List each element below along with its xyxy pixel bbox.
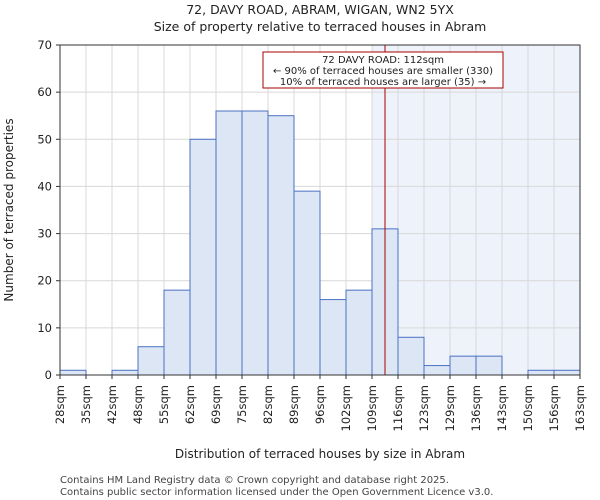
bar: [189, 138, 217, 376]
y-tick-label: 50: [37, 132, 52, 146]
x-tick-label: 89sqm: [287, 385, 301, 424]
y-tick-label: 20: [37, 274, 52, 288]
y-tick-label: 0: [45, 368, 52, 382]
annotation-line-1: 72 DAVY ROAD: 112sqm: [322, 55, 444, 66]
footer-line-2: Contains public sector information licen…: [60, 487, 493, 498]
x-tick-label: 150sqm: [521, 385, 535, 431]
y-tick-label: 70: [37, 38, 52, 52]
marker-annotation: 72 DAVY ROAD: 112sqm ← 90% of terraced h…: [262, 51, 504, 89]
footer-line-1: Contains HM Land Registry data © Crown c…: [60, 475, 449, 486]
x-tick-label: 48sqm: [131, 385, 145, 424]
chart-title: 72, DAVY ROAD, ABRAM, WIGAN, WN2 5YX: [186, 2, 454, 17]
y-tick-label: 30: [37, 227, 52, 241]
y-axis-label: Number of terraced properties: [2, 118, 16, 301]
bar: [215, 110, 243, 376]
x-tick-label: 156sqm: [547, 385, 561, 431]
y-tick-label: 40: [37, 179, 52, 193]
bar: [449, 355, 477, 376]
x-tick-label: 42sqm: [105, 385, 119, 424]
bar: [423, 365, 451, 376]
x-tick-label: 129sqm: [443, 385, 457, 431]
bar: [241, 110, 269, 376]
bar: [475, 355, 503, 376]
x-axis-label: Distribution of terraced houses by size …: [175, 447, 465, 461]
bar: [137, 346, 165, 376]
annotation-line-3: 10% of terraced houses are larger (35) →: [280, 77, 486, 88]
bar: [397, 336, 425, 376]
y-axis: 0 10 20 30 40 50 60 70: [37, 38, 60, 382]
x-tick-label: 69sqm: [209, 385, 223, 424]
x-tick-label: 102sqm: [339, 385, 353, 431]
x-tick-label: 96sqm: [313, 385, 327, 424]
x-tick-label: 62sqm: [183, 385, 197, 424]
bar: [111, 369, 139, 376]
annotation-line-2: ← 90% of terraced houses are smaller (33…: [273, 66, 493, 77]
bar: [345, 289, 373, 376]
x-tick-label: 55sqm: [157, 385, 171, 424]
x-tick-label: 109sqm: [365, 385, 379, 431]
x-tick-label: 82sqm: [261, 385, 275, 424]
x-axis: 28sqm 35sqm 42sqm 48sqm 55sqm 62sqm 69sqm 75sqm…: [53, 375, 587, 431]
chart-subtitle: Size of property relative to terraced ho…: [154, 19, 487, 34]
x-tick-label: 35sqm: [79, 385, 93, 424]
bar: [553, 369, 581, 376]
bar: [293, 190, 321, 376]
bar: [527, 369, 555, 376]
bar: [163, 289, 191, 376]
x-tick-label: 75sqm: [235, 385, 249, 424]
bar: [267, 115, 295, 376]
bar: [59, 369, 87, 376]
x-tick-label: 143sqm: [495, 385, 509, 431]
x-tick-label: 28sqm: [53, 385, 67, 424]
annotation-box: [262, 51, 504, 89]
x-tick-label: 116sqm: [391, 385, 405, 431]
bars: [59, 110, 581, 376]
x-tick-label: 163sqm: [573, 385, 587, 431]
y-tick-label: 60: [37, 85, 52, 99]
x-tick-label: 123sqm: [417, 385, 431, 431]
x-tick-label: 136sqm: [469, 385, 483, 431]
y-tick-label: 10: [37, 321, 52, 335]
bar: [319, 299, 347, 376]
